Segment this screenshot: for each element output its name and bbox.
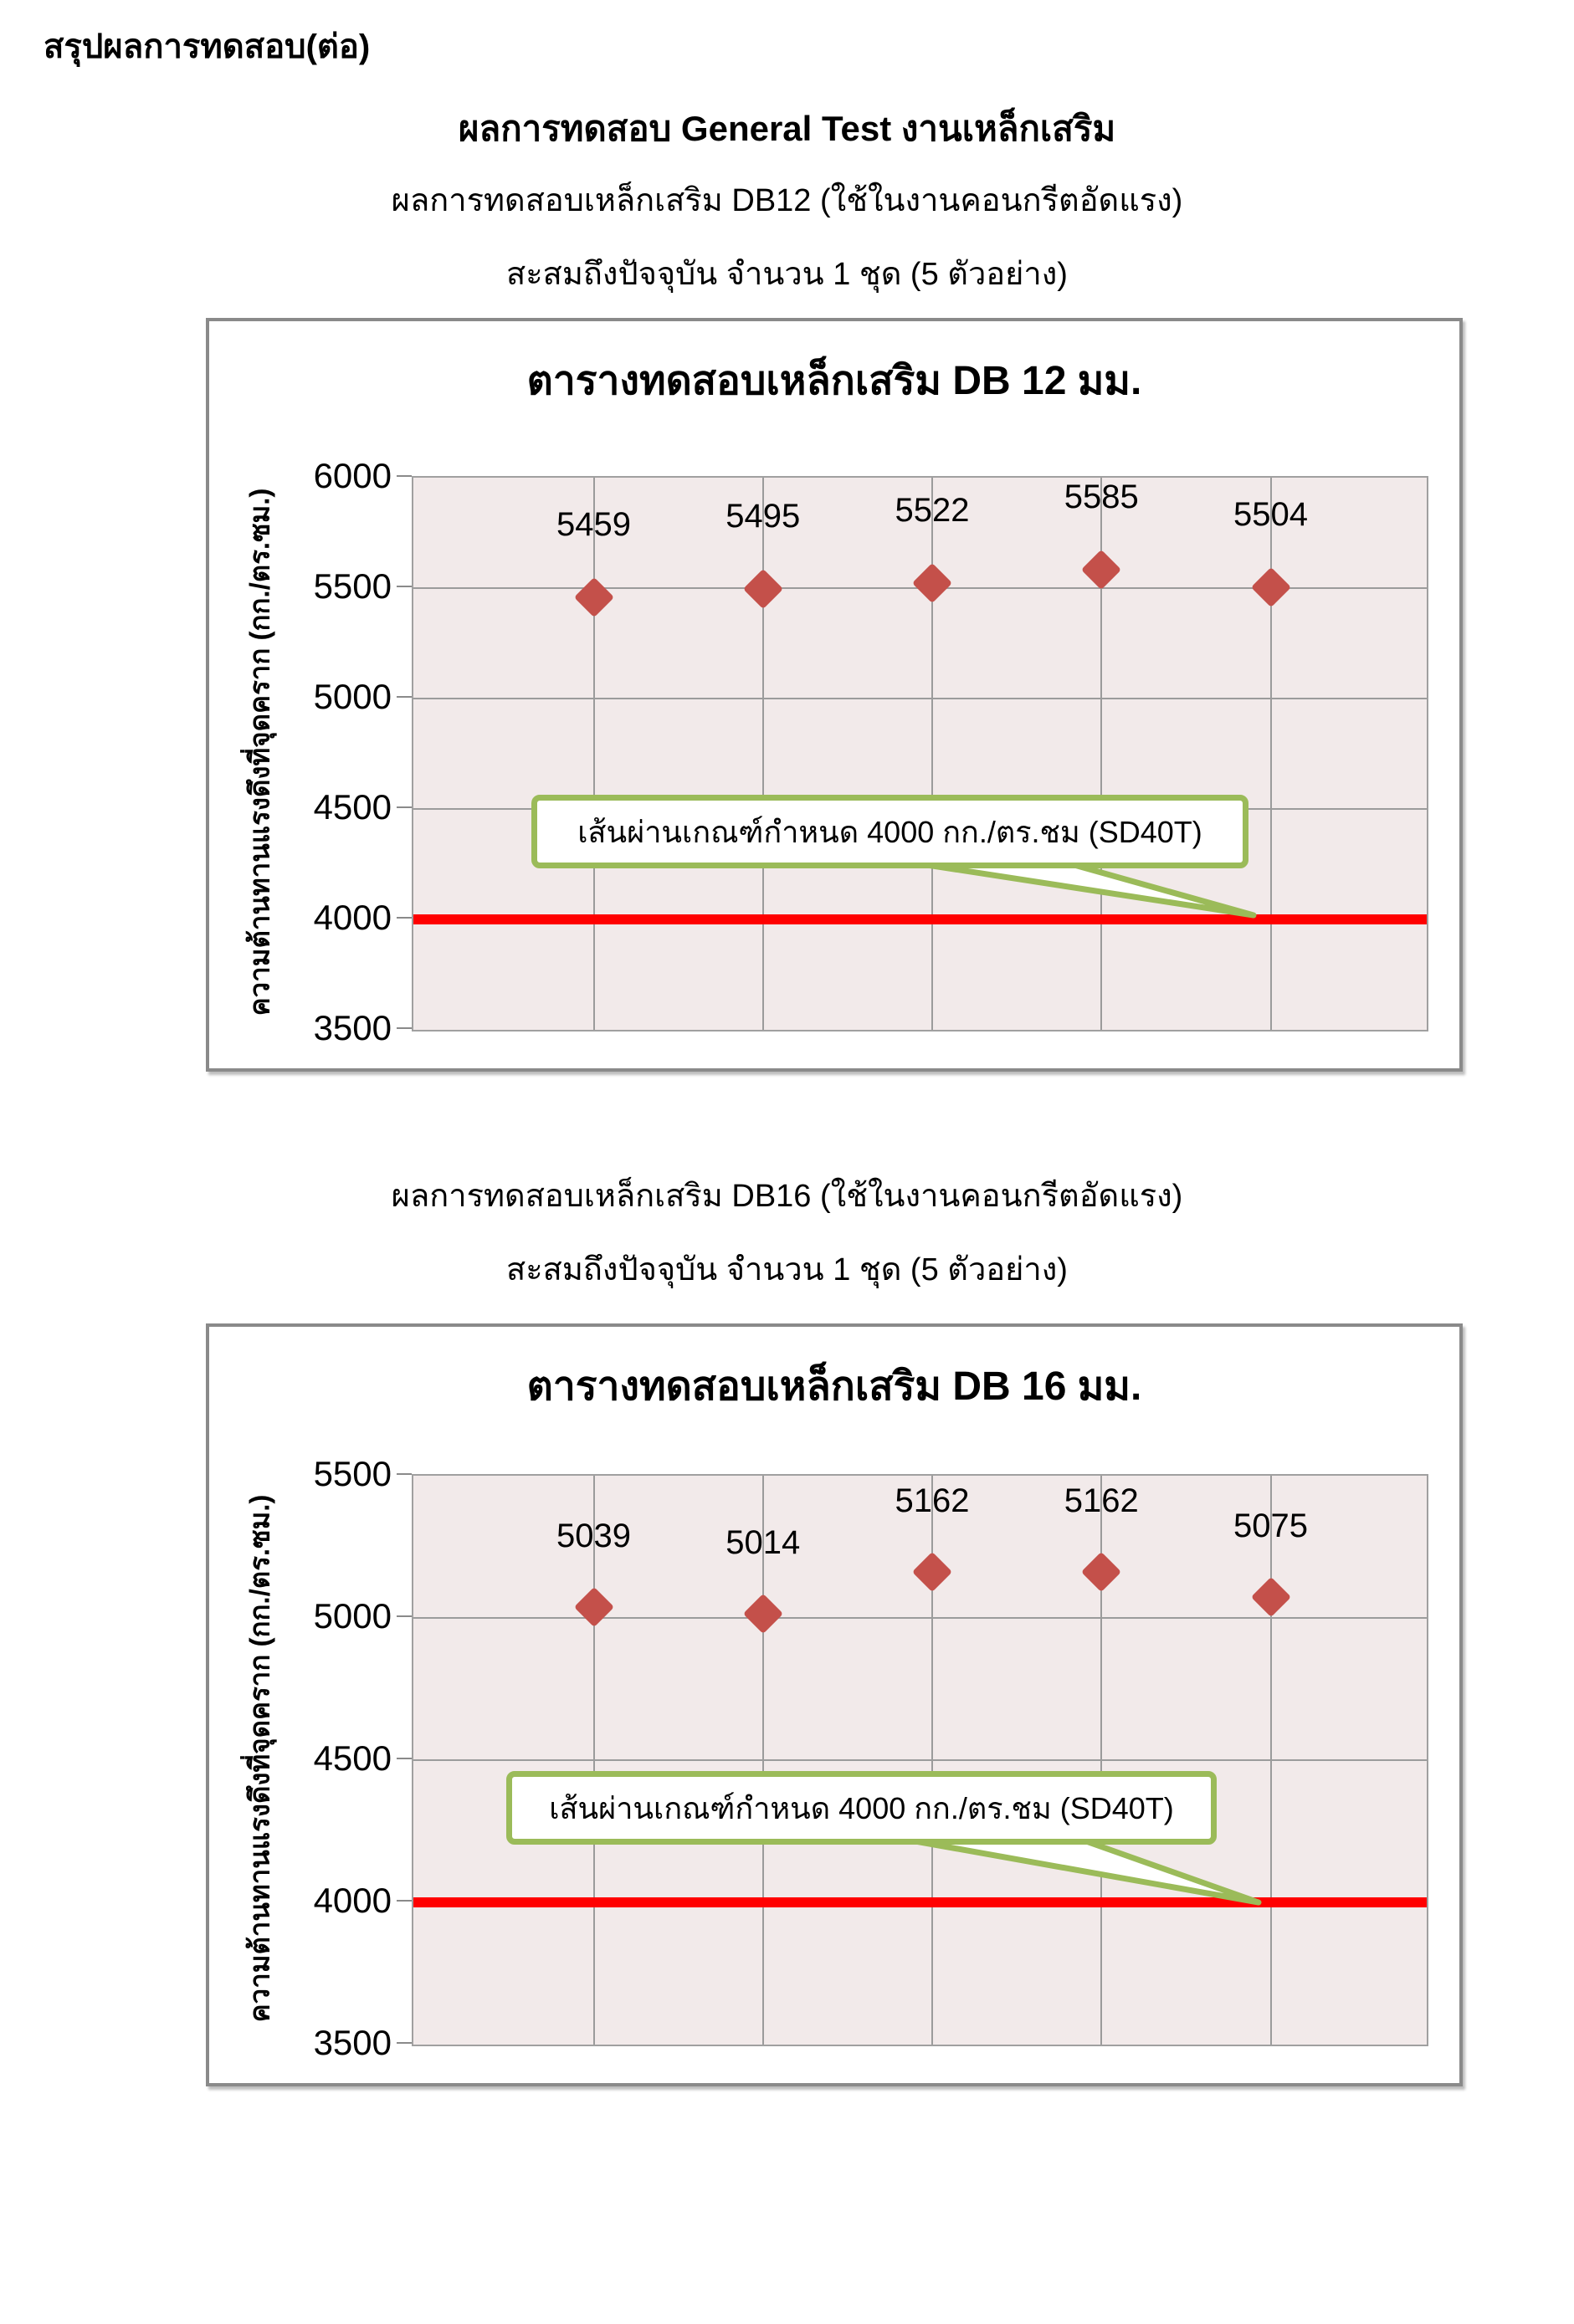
horizontal-gridline [413, 698, 1427, 699]
data-point-label: 5162 [1064, 1482, 1139, 1519]
page-heading: สรุปผลการทดสอบ(ต่อ) [44, 28, 371, 65]
y-tick-mark [397, 917, 412, 919]
vertical-gridline [761, 478, 764, 1030]
y-tick-mark [397, 1473, 412, 1475]
data-point-label: 5162 [895, 1482, 970, 1519]
chart-db12-title: ตารางทดสอบเหล็กเสริม DB 12 มม. [526, 359, 1142, 403]
vertical-gridline [1100, 1476, 1103, 2045]
horizontal-gridline [413, 1759, 1427, 1761]
data-point-label: 5075 [1233, 1507, 1308, 1544]
y-tick-label: 3500 [313, 2023, 392, 2062]
data-point-label: 5039 [556, 1517, 632, 1554]
section2-accumulation: สะสมถึงปัจจุบัน จำนวน 1 ชุด (5 ตัวอย่าง) [506, 1252, 1068, 1287]
limit-line [413, 914, 1427, 924]
data-point-marker [1081, 549, 1122, 590]
y-tick-label: 5500 [313, 566, 392, 606]
chart-db16-title: ตารางทดสอบเหล็กเสริม DB 16 มม. [526, 1364, 1142, 1409]
data-point-marker [911, 1551, 953, 1592]
limit-callout: เส้นผ่านเกณฑ์กำหนด 4000 กก./ตร.ชม (SD40T… [531, 795, 1248, 868]
section1-subtitle: ผลการทดสอบเหล็กเสริม DB12 (ใช้ในงานคอนกร… [391, 183, 1183, 218]
data-point-marker [742, 569, 783, 610]
vertical-gridline [1269, 478, 1272, 1030]
y-tick-label: 4500 [313, 787, 392, 827]
doc-title: ผลการทดสอบ General Test งานเหล็กเสริม [458, 109, 1116, 148]
vertical-gridline [592, 1476, 595, 2045]
data-point-marker [742, 1594, 783, 1635]
y-tick-label: 5000 [313, 677, 392, 716]
data-point-label: 5585 [1064, 478, 1139, 515]
data-point-label: 5495 [725, 498, 801, 535]
limit-callout: เส้นผ่านเกณฑ์กำหนด 4000 กก./ตร.ชม (SD40T… [506, 1771, 1217, 1845]
plot-area: 5039 5014 5162 5162 5075 [412, 1474, 1428, 2046]
y-tick-mark [397, 1615, 412, 1617]
data-point-label: 5014 [725, 1524, 801, 1562]
vertical-gridline [1269, 1476, 1272, 2045]
y-tick-mark [397, 806, 412, 808]
vertical-gridline [931, 478, 934, 1030]
y-tick-mark [397, 1758, 412, 1759]
data-point-marker [573, 1586, 614, 1627]
data-point-label: 5504 [1233, 495, 1308, 533]
y-tick-mark [397, 586, 412, 587]
y-tick-label: 4500 [313, 1738, 392, 1778]
limit-line [413, 1897, 1427, 1907]
y-tick-label: 3500 [313, 1008, 392, 1047]
y-tick-mark [397, 2042, 412, 2044]
vertical-gridline [931, 1476, 934, 2045]
horizontal-gridline [413, 1617, 1427, 1619]
vertical-gridline [761, 1476, 764, 2045]
y-tick-label: 5000 [313, 1596, 392, 1636]
chart-db16: ตารางทดสอบเหล็กเสริม DB 16 มม. ความต้านท… [206, 1323, 1463, 2086]
limit-callout-text: เส้นผ่านเกณฑ์กำหนด 4000 กก./ตร.ชม (SD40T… [577, 814, 1202, 849]
y-tick-mark [397, 696, 412, 698]
y-tick-label: 4000 [313, 898, 392, 937]
data-point-marker [1250, 566, 1291, 607]
y-tick-label: 6000 [313, 456, 392, 495]
data-point-marker [1250, 1576, 1291, 1617]
chart-db12: ตารางทดสอบเหล็กเสริม DB 12 มม. ความต้านท… [206, 318, 1463, 1072]
data-point-label: 5459 [556, 505, 632, 543]
section2-subtitle: ผลการทดสอบเหล็กเสริม DB16 (ใช้ในงานคอนกร… [391, 1179, 1183, 1214]
vertical-gridline [592, 478, 595, 1030]
data-point-label: 5522 [895, 492, 970, 530]
data-point-marker [911, 563, 953, 604]
plot-area: 5459 5495 5522 5585 5504 [412, 476, 1428, 1031]
y-tick-mark [397, 1027, 412, 1029]
section1-accumulation: สะสมถึงปัจจุบัน จำนวน 1 ชุด (5 ตัวอย่าง) [506, 257, 1068, 292]
y-tick-label: 4000 [313, 1881, 392, 1920]
y-tick-mark [397, 475, 412, 477]
y-tick-label: 5500 [313, 1454, 392, 1493]
data-point-marker [573, 576, 614, 617]
vertical-gridline [1100, 478, 1103, 1030]
data-point-marker [1081, 1551, 1122, 1592]
y-tick-mark [397, 1900, 412, 1902]
limit-callout-text: เส้นผ่านเกณฑ์กำหนด 4000 กก./ตร.ชม (SD40T… [549, 1790, 1174, 1825]
